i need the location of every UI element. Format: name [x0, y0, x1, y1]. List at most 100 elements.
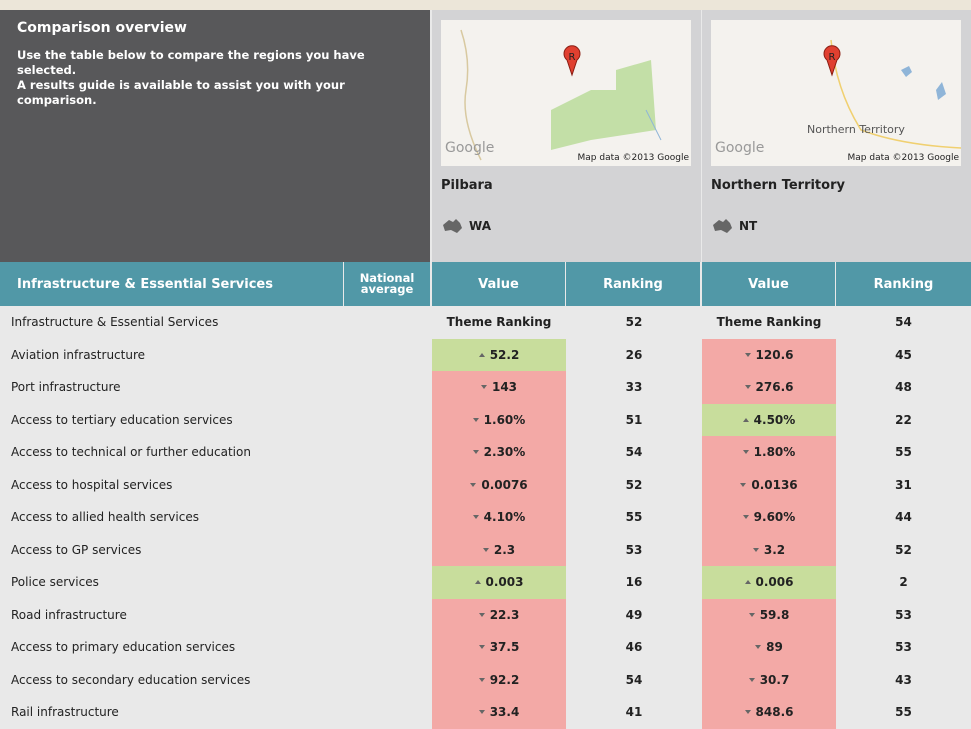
value-cell: 2.30% — [432, 436, 566, 469]
value-cell: 30.7 — [702, 664, 836, 697]
value: 33.4 — [490, 705, 520, 719]
value: 0.006 — [756, 575, 794, 589]
value: 143 — [492, 380, 517, 394]
ranking-cell: 52 — [566, 469, 702, 502]
value: 4.50% — [754, 413, 796, 427]
value-cell: 0.003 — [432, 566, 566, 599]
row-label: Access to GP services — [0, 534, 344, 567]
value: 9.60% — [754, 510, 796, 524]
row-label: Access to technical or further education — [0, 436, 344, 469]
value: 0.0136 — [751, 478, 797, 492]
trend-arrow — [745, 710, 751, 714]
value-cell: Theme Ranking — [702, 306, 836, 339]
ranking-cell: 46 — [566, 631, 702, 664]
ranking-cell: 48 — [836, 371, 971, 404]
ranking-cell: 54 — [566, 664, 702, 697]
ranking-cell: 26 — [566, 339, 702, 372]
ranking-cell: 22 — [836, 404, 971, 437]
ranking-cell: 54 — [836, 306, 971, 339]
value-cell: 120.6 — [702, 339, 836, 372]
australia-icon — [711, 218, 733, 234]
ranking-cell: 49 — [566, 599, 702, 632]
trend-arrow — [470, 483, 476, 487]
map-marker: R — [569, 52, 576, 63]
value: 22.3 — [490, 608, 520, 622]
value: 2.30% — [484, 445, 526, 459]
map-attribution: Map data ©2013 Google — [578, 153, 690, 163]
map-logo: Google — [715, 140, 764, 156]
row-label: Rail infrastructure — [0, 696, 344, 729]
ranking-cell: 53 — [836, 631, 971, 664]
value: 30.7 — [760, 673, 790, 687]
row-label: Road infrastructure — [0, 599, 344, 632]
value: 120.6 — [756, 348, 794, 362]
map-marker: R — [829, 52, 836, 63]
row-label: Access to tertiary education services — [0, 404, 344, 437]
row-label: Access to hospital services — [0, 469, 344, 502]
region-state: NT — [711, 218, 757, 234]
trend-arrow — [473, 418, 479, 422]
value: 1.80% — [754, 445, 796, 459]
value-cell: 848.6 — [702, 696, 836, 729]
ranking-cell: 55 — [836, 696, 971, 729]
map[interactable]: R Google Map data ©2013 Google — [441, 20, 691, 166]
trend-arrow — [749, 613, 755, 617]
value: Theme Ranking — [447, 315, 552, 329]
column-header: Ranking — [836, 262, 971, 306]
ranking-cell: 31 — [836, 469, 971, 502]
value: 92.2 — [490, 673, 520, 687]
value: 0.003 — [486, 575, 524, 589]
value-cell: 59.8 — [702, 599, 836, 632]
overview-text: A results guide is available to assist y… — [17, 78, 413, 108]
trend-arrow — [745, 580, 751, 584]
row-label: Aviation infrastructure — [0, 339, 344, 372]
australia-icon — [441, 218, 463, 234]
overview-text: Use the table below to compare the regio… — [17, 48, 413, 78]
value: 276.6 — [756, 380, 794, 394]
row-label: Access to allied health services — [0, 501, 344, 534]
row-label: Police services — [0, 566, 344, 599]
state-code: NT — [739, 219, 757, 233]
ranking-cell: 45 — [836, 339, 971, 372]
table-row: Aviation infrastructure 52.2 26 120.6 45 — [0, 339, 971, 372]
value-cell: 4.50% — [702, 404, 836, 437]
overview-panel: Comparison overview Use the table below … — [0, 10, 430, 262]
map-place-label: Northern Territory — [807, 123, 905, 136]
map[interactable]: R Northern Territory Google Map data ©20… — [711, 20, 961, 166]
value: 52.2 — [490, 348, 520, 362]
region-name: Northern Territory — [711, 178, 845, 193]
trend-arrow — [753, 548, 759, 552]
page: Comparison overview Use the table below … — [0, 0, 971, 729]
top-strip — [0, 0, 971, 10]
value-cell: 0.0076 — [432, 469, 566, 502]
trend-arrow — [749, 678, 755, 682]
ranking-cell: 33 — [566, 371, 702, 404]
value: 3.2 — [764, 543, 785, 557]
value-cell: 143 — [432, 371, 566, 404]
column-header: Infrastructure & Essential Services — [0, 262, 344, 306]
trend-arrow — [740, 483, 746, 487]
ranking-cell: 44 — [836, 501, 971, 534]
value: 1.60% — [484, 413, 526, 427]
value-cell: 3.2 — [702, 534, 836, 567]
table-row: Access to secondary education services 92… — [0, 664, 971, 697]
column-header: National average — [344, 262, 432, 306]
ranking-cell: 55 — [836, 436, 971, 469]
value-cell: 9.60% — [702, 501, 836, 534]
row-label: Access to secondary education services — [0, 664, 344, 697]
value-cell: 92.2 — [432, 664, 566, 697]
ranking-cell: 53 — [566, 534, 702, 567]
value: 89 — [766, 640, 783, 654]
trend-arrow — [479, 645, 485, 649]
value-cell: 0.006 — [702, 566, 836, 599]
trend-arrow — [481, 385, 487, 389]
value-cell: 276.6 — [702, 371, 836, 404]
value: 59.8 — [760, 608, 790, 622]
ranking-cell: 51 — [566, 404, 702, 437]
